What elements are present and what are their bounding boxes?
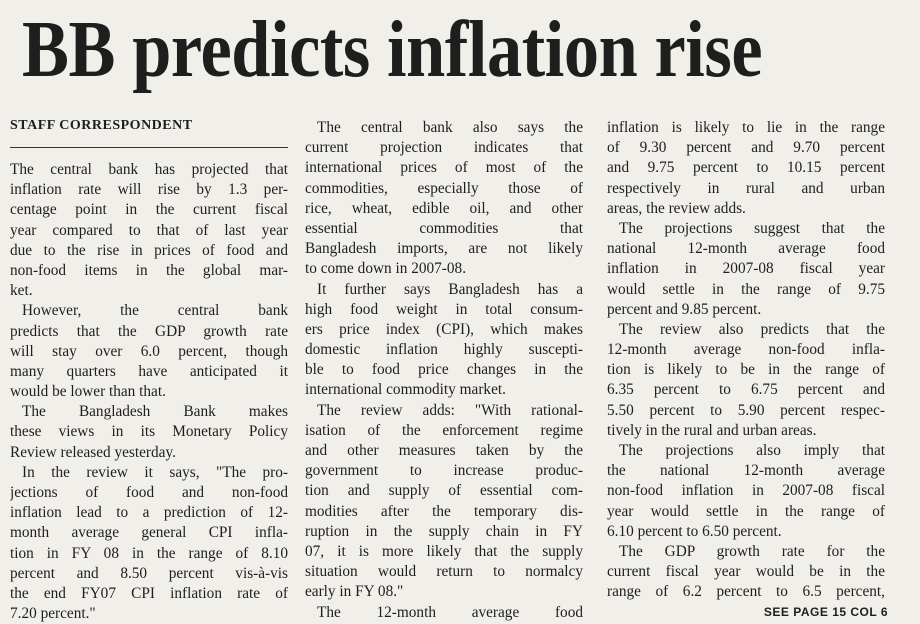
text-line: The projections also imply that [619,442,885,459]
text-line: centage point in the current fiscal [10,201,288,219]
text-line: many quarters have anticipated it [10,362,288,380]
text-line: respectively in rural and urban [607,179,885,197]
text-line: areas, the review adds. [607,199,746,217]
text-line: range of 6.2 percent to 6.5 percent, [607,583,885,601]
text-line: The central bank also says the [317,119,583,136]
text-column: The central bank has projected that infla… [10,160,288,624]
text-line: situation would return to normalcy [305,563,583,581]
text-line: current fiscal year would be in the [607,563,885,581]
byline: STAFF CORRESPONDENT [10,118,193,133]
text-line: However, the central bank [22,302,288,320]
headline: BB predicts inflation rise [22,6,763,94]
text-column: The central bank also says the current pr… [305,118,583,623]
text-line: year would settle in the range of [607,502,885,520]
text-line: national 12-month average food [607,240,885,258]
text-line: due to the rise in prices of food and [10,241,288,259]
text-line: essential commodities that [305,219,583,237]
rule [10,147,288,148]
text-line: to come down in 2007-08. [305,260,467,278]
text-line: inflation is likely to lie in the range [607,119,885,136]
text-line: isation of the enforcement regime [305,421,583,439]
text-line: It further says Bangladesh has a [317,280,583,298]
text-line: non-food inflation in 2007-08 fiscal [607,482,885,500]
text-line: percent and 8.50 percent vis-à-vis [10,564,288,582]
text-line: month average general CPI infla- [10,524,288,542]
text-line: The central bank has projected that [10,161,288,178]
text-line: 12-month average non-food infla- [607,341,885,359]
text-line: of 9.30 percent and 9.70 percent [607,139,885,157]
text-line: ket. [10,282,33,300]
text-line: commodities, especially those of [305,179,583,197]
text-line: inflation rate will rise by 1.3 per- [10,181,288,199]
text-line: In the review it says, "The pro- [22,463,288,481]
text-line: the national 12-month average [607,462,885,480]
text-line: tion is likely to be in the range of [607,361,885,379]
text-line: predicts that the GDP growth rate [10,322,288,340]
text-line: will stay over 6.0 percent, though [10,342,288,360]
text-line: modities after the temporary dis- [305,502,583,520]
text-line: ble to food price changes in the [305,361,583,379]
text-line: ruption in the supply chain in FY [305,522,583,540]
text-line: The 12-month average food [317,603,583,621]
text-line: would settle in the range of 9.75 [607,280,885,298]
text-line: rice, wheat, edible oil, and other [305,199,583,217]
text-line: international commodity market. [305,381,506,399]
text-line: and other measures taken by the [305,442,583,459]
text-line: The GDP growth rate for the [619,542,885,560]
text-line: 6.35 percent to 6.75 percent and [607,381,885,399]
text-line: international prices of most of the [305,159,583,177]
text-line: tion and supply of essential com- [305,482,583,500]
text-line: inflation in 2007-08 fiscal year [607,260,885,278]
text-line: The Bangladesh Bank makes [22,403,288,421]
text-line: The projections suggest that the [619,219,885,237]
text-line: early in FY 08." [305,583,404,601]
text-line: the end FY07 CPI inflation rate of [10,584,288,602]
text-line: 6.10 percent to 6.50 percent. [607,522,782,540]
text-line: inflation lead to a prediction of 12- [10,504,288,522]
continuation-note: SEE PAGE 15 COL 6 [763,605,888,619]
text-line: jections of food and non-food [10,484,288,501]
text-line: ers price index (CPI), which makes [305,320,583,338]
text-line: tion in FY 08 in the range of 8.10 [10,544,288,562]
text-line: 7.20 percent." [10,605,96,623]
text-line: The review adds: "With rational- [317,401,583,419]
text-line: current projection indicates that [305,139,583,157]
text-line: and 9.75 percent to 10.15 percent [607,159,885,177]
text-line: would be lower than that. [10,383,166,401]
text-line: percent and 9.85 percent. [607,300,762,318]
text-line: year compared to that of last year [10,221,288,239]
text-line: high food weight in total consum- [305,300,583,318]
text-line: Bangladesh imports, are not likely [305,240,583,258]
text-line: domestic inflation highly suscepti- [305,341,583,359]
text-line: non-food items in the global mar- [10,261,288,279]
text-line: 07, it is more likely that the supply [305,542,583,560]
text-line: Review released yesterday. [10,443,176,461]
text-line: The review also predicts that the [619,320,885,338]
text-line: tively in the rural and urban areas. [607,421,817,439]
text-line: 5.50 percent to 5.90 percent respec- [607,401,885,419]
text-line: government to increase produc- [305,462,583,480]
text-line: these views in its Monetary Policy [10,423,288,441]
text-column: inflation is likely to lie in the range o… [607,118,885,603]
